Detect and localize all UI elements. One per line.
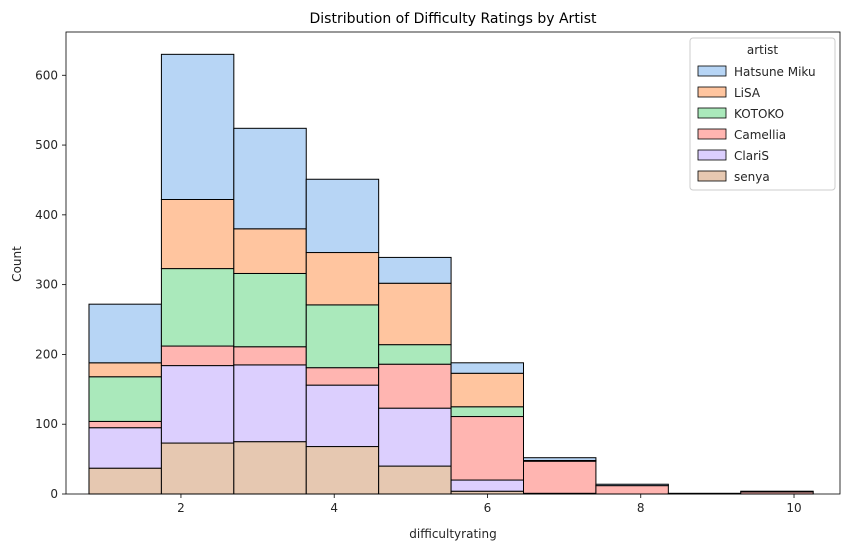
bar-segment (305, 252, 380, 306)
legend-title: artist (747, 43, 779, 57)
y-tick-label: 300 (35, 278, 58, 292)
x-tick-label: 6 (484, 501, 492, 515)
bars-layer (88, 53, 814, 495)
bar-segment (88, 467, 162, 495)
bar-segment (88, 303, 162, 364)
bar-segment (305, 384, 380, 448)
bar-segment (450, 406, 525, 418)
x-tick-label: 4 (330, 501, 338, 515)
bar-segment (233, 441, 307, 495)
y-axis-label: Count (10, 246, 24, 282)
legend-entry-label: ClariS (734, 149, 769, 163)
bar-segment (595, 485, 669, 495)
x-tick-label: 8 (637, 501, 645, 515)
bar-segment (160, 53, 235, 200)
legend-entry-label: Hatsune Miku (734, 65, 816, 79)
bar-segment (233, 364, 307, 443)
bar-segment (305, 304, 380, 369)
legend-swatch (697, 128, 727, 140)
x-tick-label: 10 (786, 501, 801, 515)
chart-title: Distribution of Difficulty Ratings by Ar… (310, 11, 597, 27)
legend-swatch (697, 170, 727, 182)
legend-entry-label: LiSA (734, 86, 761, 100)
bar-segment (88, 376, 162, 422)
bar-segment (233, 127, 307, 230)
plot-frame (65, 31, 841, 495)
bar-segment (595, 483, 669, 487)
y-tick-label: 200 (35, 347, 58, 361)
x-tick-label: 2 (177, 501, 185, 515)
legend-swatch (697, 107, 727, 119)
bar-segment (160, 198, 235, 270)
legend-entry-label: KOTOKO (734, 107, 784, 121)
bar-segment (88, 420, 162, 429)
bar-segment (740, 490, 814, 493)
bar-segment (450, 416, 525, 481)
bar-segment (450, 362, 525, 374)
y-tick-label: 600 (35, 68, 58, 82)
bar-segment (378, 407, 452, 467)
bar-segment (233, 228, 307, 274)
bar-segment (160, 345, 235, 367)
bar-segment (378, 256, 452, 284)
legend-swatch (697, 86, 727, 98)
bar-segment (160, 268, 235, 347)
bar-segment (450, 479, 525, 492)
bar-segment (523, 457, 597, 462)
legend: artist Hatsune Miku LiSA KOTOKO Camellia Clar… (689, 37, 836, 191)
bar-segment (450, 372, 525, 408)
bar-segment (305, 178, 380, 254)
legend-entry-label: Camellia (734, 128, 786, 142)
y-tick-label: 500 (35, 138, 58, 152)
bar-segment (378, 465, 452, 495)
y-tick-label: 400 (35, 208, 58, 222)
bar-segment (233, 272, 307, 348)
bar-segment (523, 460, 597, 494)
bar-segment (305, 367, 380, 386)
x-axis-label: difficultyrating (409, 527, 496, 541)
bar-segment (378, 363, 452, 409)
legend-swatch (697, 149, 727, 161)
bar-segment (378, 344, 452, 365)
bar-segment (378, 282, 452, 346)
legend-swatch (697, 65, 727, 77)
y-tick-label: 0 (50, 487, 58, 501)
bar-segment (305, 446, 380, 495)
bar-segment (88, 427, 162, 469)
legend-entry-label: senya (734, 170, 770, 184)
bar-segment (160, 442, 235, 495)
y-tick-label: 100 (35, 417, 58, 431)
bar-segment (233, 346, 307, 366)
bar-segment (88, 362, 162, 378)
bar-segment (160, 365, 235, 444)
